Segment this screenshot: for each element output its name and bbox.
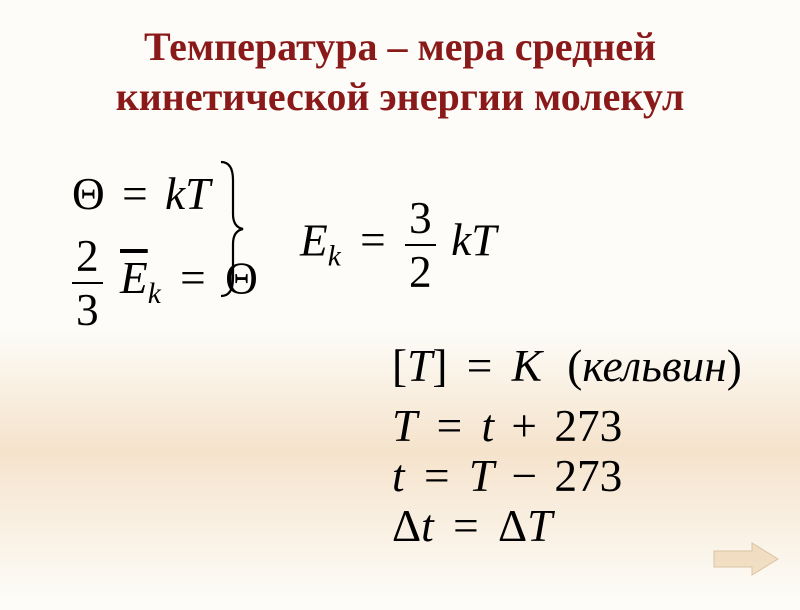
formula-t-unit-kelvin: [T] = K (кельвин): [392, 340, 742, 392]
num-273: 273: [554, 451, 622, 501]
T-var: T: [392, 401, 417, 451]
theta-symbol: Θ: [72, 169, 105, 219]
right-bracket: ]: [432, 341, 447, 391]
formula-T-eq-t-plus-273: T = t + 273: [392, 400, 622, 452]
equals-sign: =: [122, 169, 148, 219]
kelvin-label: кельвин: [582, 341, 726, 391]
T-var: T: [407, 341, 432, 391]
t-var: t: [392, 451, 405, 501]
equals-sign: =: [424, 451, 450, 501]
left-bracket: [: [392, 341, 407, 391]
T-var: T: [185, 169, 210, 219]
k-var: k: [451, 215, 471, 265]
right-paren: ): [727, 341, 742, 391]
t-var: t: [421, 501, 434, 551]
formula-theta-kt: Θ = kT: [72, 168, 210, 220]
T-var: T: [471, 215, 496, 265]
fraction-3-2: 3 2: [405, 192, 436, 298]
fraction-2-3: 2 3: [72, 230, 103, 336]
arrow-polygon: [714, 543, 778, 575]
denominator: 2: [405, 244, 436, 298]
slide-title: Температура – мера средней кинетической …: [0, 0, 800, 122]
left-paren: (: [567, 341, 582, 391]
numerator: 2: [72, 230, 103, 282]
t-var: t: [481, 401, 494, 451]
k-var: k: [165, 169, 185, 219]
k-subscript: k: [148, 278, 161, 310]
paren-group: (кельвин): [567, 341, 742, 391]
title-line-1: Температура – мера средней: [0, 22, 800, 72]
delta-symbol: Δ: [392, 501, 421, 551]
k-subscript: k: [328, 240, 341, 272]
next-arrow-icon[interactable]: [712, 541, 780, 582]
ek-symbol: Ek: [120, 253, 172, 303]
denominator: 3: [72, 282, 103, 336]
numerator: 3: [405, 192, 436, 244]
formula-t-eq-T-minus-273: t = T − 273: [392, 450, 622, 502]
plus-sign: +: [511, 401, 537, 451]
E-var: E: [300, 215, 328, 265]
equals-sign: =: [180, 253, 206, 303]
curly-brace-icon: [215, 160, 245, 303]
minus-sign: −: [511, 451, 537, 501]
T-var: T: [469, 451, 494, 501]
equals-sign: =: [453, 501, 479, 551]
num-273: 273: [554, 401, 622, 451]
K-unit: K: [512, 341, 542, 391]
equals-sign: =: [360, 215, 386, 265]
formula-ek-three-halves-kt: Ek = 3 2 kT: [300, 192, 496, 298]
delta-symbol: Δ: [498, 501, 527, 551]
E-overline: E: [120, 253, 148, 303]
equals-sign: =: [467, 341, 493, 391]
equals-sign: =: [437, 401, 463, 451]
formulas-area: Θ = kT 2 3 Ek = Θ Ek = 3 2 kT [T] = K: [0, 150, 800, 610]
T-var: T: [527, 501, 552, 551]
formula-delta-t-eq-delta-T: Δt = ΔT: [392, 500, 552, 552]
title-line-2: кинетической энергии молекул: [0, 72, 800, 122]
